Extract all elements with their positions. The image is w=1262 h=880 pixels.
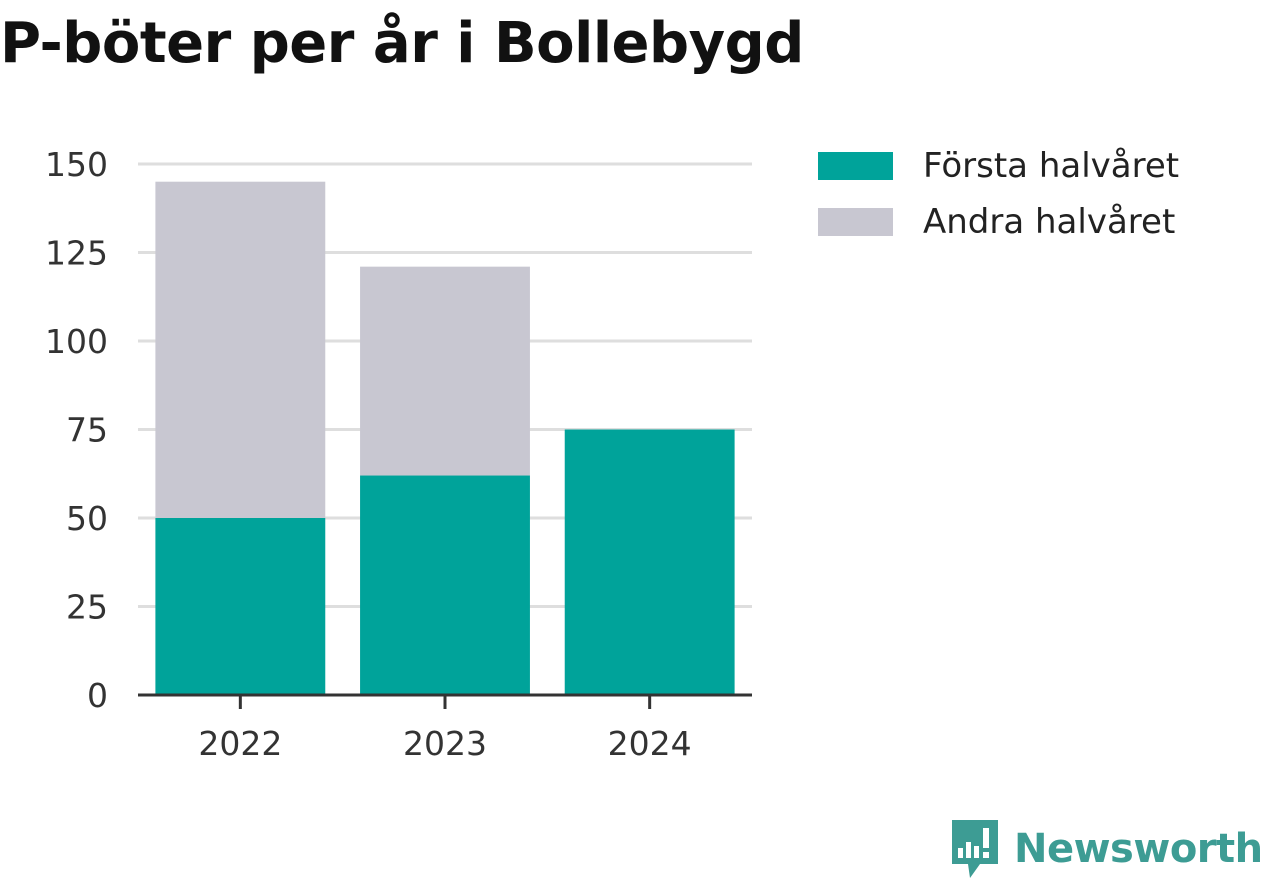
axes: 0 25 50 75 100 125 150 2022 2023 2024 bbox=[45, 145, 752, 763]
legend-swatch-first-half bbox=[818, 152, 893, 180]
y-tick-label: 25 bbox=[66, 588, 108, 627]
x-tick-label: 2022 bbox=[198, 724, 282, 763]
legend-label-second-half: Andra halvåret bbox=[923, 202, 1176, 242]
y-tick-label: 125 bbox=[45, 234, 108, 273]
newsworthy-logo-icon bbox=[952, 820, 998, 878]
x-tick-label: 2024 bbox=[608, 724, 692, 763]
chart-title: P-böter per år i Bollebygd bbox=[0, 11, 804, 76]
legend-item-second-half: Andra halvåret bbox=[818, 194, 1179, 250]
legend-label-first-half: Första halvåret bbox=[923, 146, 1180, 186]
legend-item-first-half: Första halvåret bbox=[818, 138, 1179, 194]
brand-name: Newsworthy bbox=[1014, 826, 1262, 872]
y-tick-label: 50 bbox=[66, 499, 108, 538]
x-tick-label: 2023 bbox=[403, 724, 487, 763]
y-tick-label: 0 bbox=[87, 676, 108, 715]
legend-swatch-second-half bbox=[818, 208, 893, 236]
legend: Första halvåret Andra halvåret bbox=[818, 138, 1179, 250]
brand-logo: Newsworthy bbox=[950, 818, 1262, 880]
y-tick-label: 100 bbox=[45, 322, 108, 361]
y-tick-label: 150 bbox=[45, 145, 108, 184]
bars bbox=[155, 181, 735, 695]
bar-2023-series-2 bbox=[360, 266, 530, 476]
bar-2022-series-2 bbox=[155, 181, 326, 518]
bar-2024-series-1 bbox=[564, 429, 735, 695]
y-tick-label: 75 bbox=[66, 411, 108, 450]
bar-2023-series-1 bbox=[360, 475, 530, 695]
bar-2022-series-1 bbox=[155, 518, 326, 695]
